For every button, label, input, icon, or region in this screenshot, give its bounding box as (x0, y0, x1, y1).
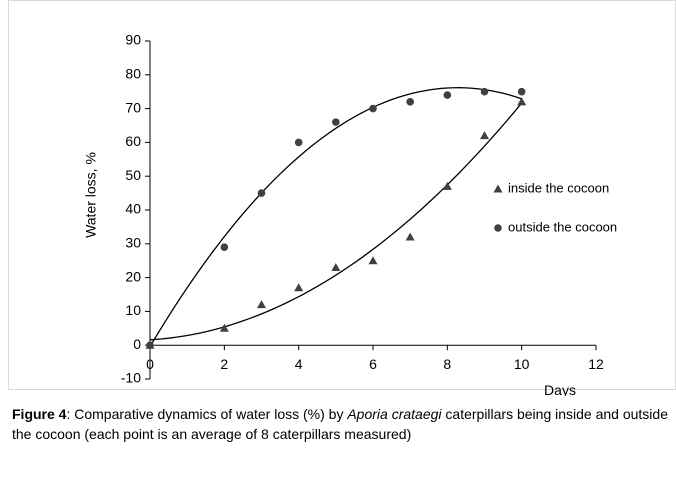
y-tick-label: 80 (125, 66, 141, 82)
legend-label: inside the cocoon (508, 180, 609, 195)
y-tick-label: 10 (125, 302, 141, 318)
y-tick-label: 30 (125, 235, 141, 251)
circle-marker (369, 104, 377, 113)
y-axis-label: Water loss, % (83, 152, 99, 238)
x-tick-label: 12 (588, 356, 604, 372)
circle-marker (257, 189, 266, 197)
circle-marker (480, 87, 489, 96)
circle-marker (146, 341, 154, 350)
x-tick-label: 8 (443, 356, 451, 372)
circle-marker (517, 87, 526, 96)
circle-marker (332, 118, 340, 126)
triangle-marker (480, 131, 489, 140)
trendline (149, 102, 523, 341)
triangle-marker (405, 232, 415, 241)
triangle-marker (294, 283, 304, 292)
x-tick-label: 0 (146, 356, 154, 372)
y-tick-label: 20 (125, 268, 141, 284)
circle-marker (294, 138, 303, 147)
triangle-marker (517, 97, 527, 106)
circle-marker (443, 91, 452, 99)
x-tick-label: 2 (220, 356, 228, 372)
triangle-marker (257, 300, 266, 309)
x-tick-label: 6 (369, 356, 377, 372)
circle-marker (494, 224, 502, 232)
trendline (149, 87, 522, 347)
caption-species: Aporia crataegi (347, 406, 442, 422)
triangle-marker (219, 323, 229, 332)
y-tick-label: 0 (133, 336, 141, 352)
circle-marker (220, 243, 229, 251)
triangle-marker (368, 256, 378, 265)
y-tick-label: 60 (125, 133, 141, 149)
caption-label: Figure 4 (12, 406, 67, 422)
x-tick-label: 4 (295, 356, 303, 372)
y-tick-label: 70 (125, 99, 141, 115)
y-tick-label: 50 (125, 167, 141, 183)
caption: Figure 4: Comparative dynamics of water … (12, 404, 668, 444)
chart: Water loss, % Days -10010203040506070809… (8, 0, 676, 396)
x-tick-label: 10 (514, 356, 530, 372)
circle-marker (406, 98, 414, 106)
y-tick-label: 40 (125, 201, 141, 217)
x-axis-label: Days (544, 382, 576, 396)
triangle-marker (493, 184, 503, 193)
y-tick-label: 90 (125, 32, 141, 48)
y-tick-label: -10 (121, 370, 141, 386)
legend-label: outside the cocoon (508, 219, 617, 234)
caption-text: : Comparative dynamics of water loss (%)… (66, 406, 348, 422)
caption-text: caterpillars being inside and outside th… (12, 406, 668, 442)
triangle-marker (442, 181, 452, 190)
triangle-marker (331, 262, 341, 271)
